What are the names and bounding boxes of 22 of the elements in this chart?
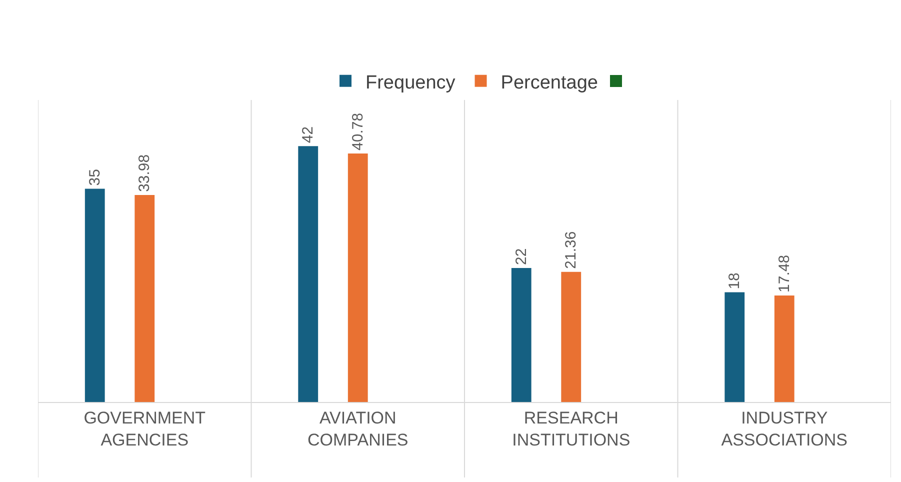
data-label: 33.98 — [136, 154, 154, 192]
data-label: 35 — [86, 169, 104, 186]
x-tick-label: RESEARCH INSTITUTIONS — [512, 408, 630, 450]
bar — [774, 295, 794, 402]
data-label: 21.36 — [562, 231, 580, 269]
data-label: 22 — [512, 248, 530, 265]
legend-label: Frequency — [366, 72, 456, 94]
x-tick-label: GOVERNMENT AGENCIES — [84, 408, 206, 450]
bar — [348, 154, 368, 402]
bar — [298, 146, 318, 402]
x-tick-label: INDUSTRY ASSOCIATIONS — [721, 408, 848, 450]
bar — [511, 268, 532, 402]
legend-label: Percentage — [500, 72, 598, 94]
bar — [84, 188, 105, 402]
data-label: 42 — [300, 126, 317, 144]
data-label: 17.48 — [776, 254, 793, 292]
data-label: 40.78 — [349, 112, 366, 150]
bar — [134, 194, 155, 402]
data-label: 18 — [726, 272, 744, 290]
bar — [561, 272, 582, 402]
bar — [724, 292, 745, 402]
x-tick-label: AVIATION COMPANIES — [307, 408, 408, 450]
